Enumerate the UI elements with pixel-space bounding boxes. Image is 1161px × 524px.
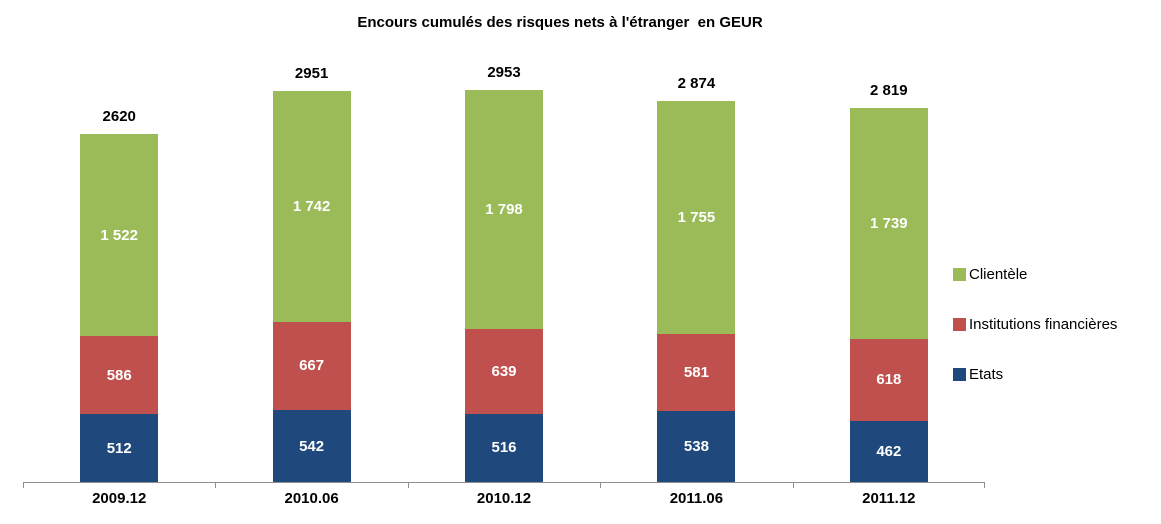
x-axis-label-2010.12: 2010.12 <box>476 490 532 507</box>
stacked-bar: 1 742 667 542 <box>272 90 351 482</box>
bar-segment-institutions-financieres: 581 <box>657 333 736 411</box>
stacked-bar: 1 755 581 538 <box>657 100 736 482</box>
axis-tick <box>407 483 409 488</box>
total-label: 2 819 <box>870 82 908 100</box>
plot-area: 2620 1 522 586 512 2951 1 742 667 542 2953 1 798 6… <box>23 50 985 488</box>
x-axis-label-2011.06: 2011.06 <box>669 490 724 507</box>
bar-group-2011.06: 2 874 1 755 581 538 <box>600 50 792 482</box>
legend-label: Institutions financières <box>969 316 1118 333</box>
legend-label: Clientèle <box>969 266 1028 283</box>
x-axis-label-2009.12: 2009.12 <box>92 490 147 507</box>
x-axis-label-2010.06: 2010.06 <box>284 490 339 507</box>
bar-segment-etats: 516 <box>465 413 544 482</box>
bar-segment-etats: 542 <box>272 410 351 482</box>
bar-segment-clientele: 1 798 <box>465 90 544 329</box>
bar-segment-clientele: 1 739 <box>849 108 928 339</box>
bar-segment-institutions-financieres: 618 <box>849 338 928 421</box>
bar-segment-institutions-financieres: 639 <box>465 328 544 414</box>
bar-group-2010.06: 2951 1 742 667 542 <box>215 50 407 482</box>
legend-swatch-icon <box>953 318 966 331</box>
bar-segment-clientele: 1 742 <box>272 90 351 322</box>
stacked-bar: 1 739 618 462 <box>849 108 928 482</box>
x-axis-label-2011.12: 2011.12 <box>862 490 916 507</box>
x-axis-labels: 2009.12 2010.06 2010.12 2011.06 2011.12 <box>23 490 985 507</box>
bar-group-2010.12: 2953 1 798 639 516 <box>408 50 600 482</box>
legend-item-clientele: Clientèle <box>953 266 1117 283</box>
axis-tick <box>600 483 602 488</box>
legend-item-etats: Etats <box>953 366 1117 383</box>
total-label: 2 874 <box>677 74 716 92</box>
bar-segment-etats: 538 <box>657 410 736 482</box>
chart-title: Encours cumulés des risques nets à l'étr… <box>357 14 763 31</box>
bar-segment-etats: 462 <box>849 420 928 482</box>
axis-tick <box>215 483 217 488</box>
legend-item-institutions-financieres: Institutions financières <box>953 316 1117 333</box>
axis-tick <box>23 483 24 488</box>
stacked-bar: 1 522 586 512 <box>80 134 159 482</box>
total-label: 2951 <box>294 64 329 82</box>
bar-segment-institutions-financieres: 586 <box>80 336 159 415</box>
stacked-bar: 1 798 639 516 <box>465 90 544 482</box>
bar-segment-clientele: 1 755 <box>657 100 736 334</box>
bar-segment-etats: 512 <box>80 414 159 482</box>
bar-group-2009.12: 2620 1 522 586 512 <box>23 50 215 482</box>
bar-segment-institutions-financieres: 667 <box>272 321 351 411</box>
bar-segment-clientele: 1 522 <box>80 134 159 337</box>
legend-swatch-icon <box>953 268 966 281</box>
bar-group-2011.12: 2 819 1 739 618 462 <box>793 50 985 482</box>
legend-swatch-icon <box>953 368 966 381</box>
legend-label: Etats <box>969 366 1004 383</box>
axis-tick <box>792 483 794 488</box>
total-label: 2620 <box>102 108 136 126</box>
axis-tick <box>984 483 985 488</box>
legend: Clientèle Institutions financières Etats <box>953 266 1117 383</box>
total-label: 2953 <box>487 64 521 82</box>
